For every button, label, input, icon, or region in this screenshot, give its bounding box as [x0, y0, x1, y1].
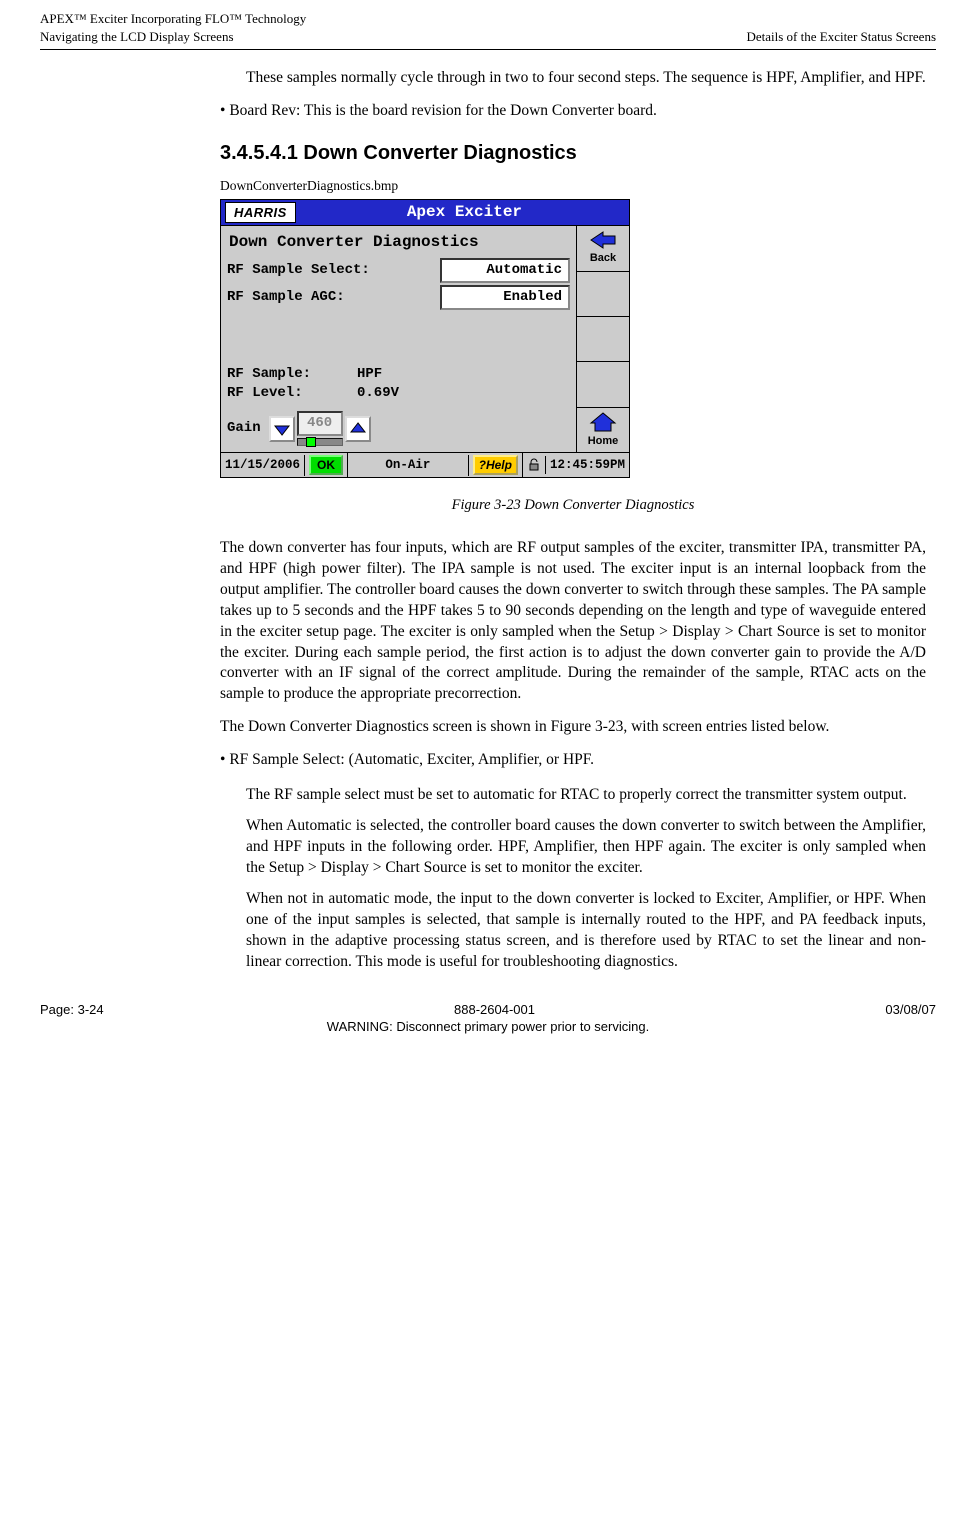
back-label: Back [590, 251, 616, 266]
header-left: APEX™ Exciter Incorporating FLO™ Technol… [40, 10, 306, 45]
screenshot-main: Down Converter Diagnostics RF Sample Sel… [221, 226, 577, 452]
status-date: 11/15/2006 [221, 455, 305, 476]
side-empty-2 [577, 317, 629, 362]
side-empty-1 [577, 272, 629, 317]
gain-label: Gain [227, 419, 261, 438]
ok-badge: OK [309, 455, 343, 475]
rf-level-label: RF Level: [227, 384, 357, 403]
footer-page: Page: 3-24 [40, 1001, 104, 1019]
back-arrow-icon [589, 230, 617, 250]
header-section: Navigating the LCD Display Screens [40, 28, 306, 46]
sub-paragraph-3: When not in automatic mode, the input to… [220, 889, 926, 973]
screenshot-sidebar: Back Home [577, 226, 629, 452]
kv-rf-level: RF Level: 0.69V [227, 384, 570, 403]
arrow-up-icon [350, 421, 366, 437]
sub-paragraph-2: When Automatic is selected, the controll… [220, 816, 926, 879]
gain-down-button[interactable] [269, 416, 295, 442]
bullet-rf-sample-select: RF Sample Select: (Automatic, Exciter, A… [220, 750, 926, 771]
bullet-board-rev: Board Rev: This is the board revision fo… [220, 101, 926, 122]
footer-warning: WARNING: Disconnect primary power prior … [40, 1018, 936, 1036]
header-right: Details of the Exciter Status Screens [746, 28, 936, 46]
rf-sample-select-label: RF Sample Select: [227, 261, 440, 280]
back-button[interactable]: Back [577, 226, 629, 271]
rf-sample-select-field[interactable]: Automatic [440, 258, 570, 283]
help-badge: ?Help [473, 455, 518, 475]
header-rule [40, 49, 936, 50]
status-ok-cell: OK [305, 453, 348, 477]
rf-sample-value: HPF [357, 365, 382, 384]
lock-icon [527, 458, 541, 472]
sub-paragraph-1: The RF sample select must be set to auto… [220, 785, 926, 806]
rf-sample-agc-label: RF Sample AGC: [227, 288, 440, 307]
rf-level-value: 0.69V [357, 384, 399, 403]
screenshot-panel: HARRIS Apex Exciter Down Converter Diagn… [220, 199, 630, 478]
gain-slider-thumb[interactable] [306, 437, 316, 447]
status-time: 12:45:59PM [546, 455, 629, 476]
panel-heading: Down Converter Diagnostics [229, 232, 570, 254]
screenshot-titlebar: HARRIS Apex Exciter [221, 200, 629, 226]
side-empty-3 [577, 362, 629, 407]
footer-docnum: 888-2604-001 [454, 1001, 535, 1019]
screenshot-body: Down Converter Diagnostics RF Sample Sel… [221, 226, 629, 452]
section-heading: 3.4.5.4.1 Down Converter Diagnostics [220, 140, 926, 167]
rf-sample-label: RF Sample: [227, 365, 357, 384]
kv-rf-sample: RF Sample: HPF [227, 365, 570, 384]
home-icon [589, 411, 617, 433]
screenshot-title: Apex Exciter [300, 202, 629, 224]
row-rf-sample-agc: RF Sample AGC: Enabled [227, 285, 570, 310]
figure-caption: Figure 3-23 Down Converter Diagnostics [220, 496, 926, 516]
gain-up-button[interactable] [345, 416, 371, 442]
header-product: APEX™ Exciter Incorporating FLO™ Technol… [40, 10, 306, 28]
status-help-cell[interactable]: ?Help [469, 453, 523, 477]
spacer [227, 312, 570, 364]
footer-date: 03/08/07 [885, 1001, 936, 1019]
screenshot-filename: DownConverterDiagnostics.bmp [220, 177, 926, 195]
arrow-down-icon [274, 421, 290, 437]
paragraph-2: The Down Converter Diagnostics screen is… [220, 717, 926, 738]
harris-logo: HARRIS [225, 202, 296, 224]
page-footer: Page: 3-24 888-2604-001 03/08/07 [40, 1001, 936, 1019]
rf-sample-agc-field[interactable]: Enabled [440, 285, 570, 310]
status-lock-cell [523, 456, 546, 474]
gain-slider[interactable] [297, 438, 343, 446]
gain-value-field[interactable]: 460 [297, 411, 343, 436]
gain-row: Gain 460 [227, 411, 570, 446]
content-column: These samples normally cycle through in … [220, 68, 926, 972]
home-button[interactable]: Home [577, 408, 629, 452]
home-label: Home [588, 434, 619, 449]
row-rf-sample-select: RF Sample Select: Automatic [227, 258, 570, 283]
intro-paragraph: These samples normally cycle through in … [220, 68, 926, 89]
status-bar: 11/15/2006 OK On-Air ?Help 12:45:59PM [221, 452, 629, 477]
page-header: APEX™ Exciter Incorporating FLO™ Technol… [40, 10, 936, 45]
status-onair: On-Air [348, 455, 469, 476]
paragraph-1: The down converter has four inputs, whic… [220, 538, 926, 705]
